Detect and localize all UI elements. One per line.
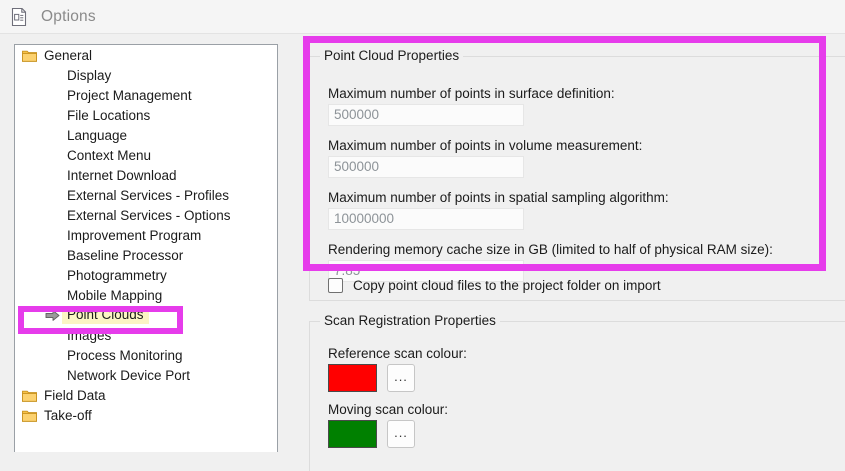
max-points-volume-input[interactable]: 500000 <box>328 156 524 178</box>
tree-item-label: Images <box>67 327 112 343</box>
max-points-spatial-sampling-label: Maximum number of points in spatial samp… <box>328 190 669 205</box>
reference-scan-colour-label: Reference scan colour: <box>328 346 467 361</box>
tree-item-label: Context Menu <box>67 147 152 163</box>
reference-scan-colour-picker-button[interactable]: ... <box>387 364 415 392</box>
tree-item-improvement-program[interactable]: Improvement Program <box>15 225 277 245</box>
tree-item-label: External Services - Profiles <box>67 187 230 203</box>
scan-registration-properties-group: Scan Registration Properties <box>309 313 845 471</box>
tree-item-label: Improvement Program <box>67 227 202 243</box>
render-memory-cache-label: Rendering memory cache size in GB (limit… <box>328 242 773 257</box>
tree-item-context-menu[interactable]: Context Menu <box>15 145 277 165</box>
reference-scan-colour-swatch[interactable] <box>328 364 377 392</box>
tree-item-label: Process Monitoring <box>67 347 183 363</box>
tree-item-file-locations[interactable]: File Locations <box>15 105 277 125</box>
max-points-surface-input[interactable]: 500000 <box>328 104 524 126</box>
copy-point-cloud-files-label: Copy point cloud files to the project fo… <box>353 278 661 293</box>
tree-item-label: Photogrammetry <box>67 267 167 283</box>
moving-scan-colour-picker-button[interactable]: ... <box>387 420 415 448</box>
tree-item-label: Mobile Mapping <box>67 287 163 303</box>
tree-item-display[interactable]: Display <box>15 65 277 85</box>
tree-item-project-management[interactable]: Project Management <box>15 85 277 105</box>
folder-icon <box>19 409 39 422</box>
window-title-bar: Options <box>0 0 845 34</box>
tree-item-external-services-profiles[interactable]: External Services - Profiles <box>15 185 277 205</box>
max-points-spatial-sampling-input[interactable]: 10000000 <box>328 208 524 230</box>
tree-item-label: Language <box>67 127 128 143</box>
tree-item-language[interactable]: Language <box>15 125 277 145</box>
tree-item-field-data[interactable]: Field Data <box>15 385 277 405</box>
options-content-pane: Point Cloud Properties Maximum number of… <box>292 34 845 471</box>
options-category-tree[interactable]: General Display Project Management File Loc… <box>14 44 278 452</box>
tree-item-label: Field Data <box>44 387 106 403</box>
folder-icon <box>19 49 39 62</box>
options-document-icon <box>11 7 27 26</box>
tree-item-label: Network Device Port <box>67 367 191 383</box>
tree-item-baseline-processor[interactable]: Baseline Processor <box>15 245 277 265</box>
tree-item-label: Baseline Processor <box>67 247 184 263</box>
tree-item-label: Point Clouds <box>62 306 149 324</box>
tree-item-images[interactable]: Images <box>15 325 277 345</box>
tree-item-label: Take-off <box>44 407 92 423</box>
tree-item-mobile-mapping[interactable]: Mobile Mapping <box>15 285 277 305</box>
point-cloud-properties-title: Point Cloud Properties <box>320 48 464 63</box>
window-title: Options <box>41 7 96 25</box>
copy-point-cloud-files-checkbox[interactable] <box>328 278 343 293</box>
max-points-surface-label: Maximum number of points in surface defi… <box>328 86 615 101</box>
tree-item-internet-download[interactable]: Internet Download <box>15 165 277 185</box>
scan-registration-properties-title: Scan Registration Properties <box>320 313 500 328</box>
tree-item-external-services-options[interactable]: External Services - Options <box>15 205 277 225</box>
tree-item-network-device-port[interactable]: Network Device Port <box>15 365 277 385</box>
copy-point-cloud-files-checkbox-row[interactable]: Copy point cloud files to the project fo… <box>328 278 661 293</box>
folder-icon <box>19 389 39 402</box>
tree-item-take-off[interactable]: Take-off <box>15 405 277 425</box>
moving-scan-colour-swatch[interactable] <box>328 420 377 448</box>
tree-item-label: Display <box>67 67 112 83</box>
arrow-right-icon <box>42 309 62 322</box>
moving-scan-colour-label: Moving scan colour: <box>328 402 449 417</box>
tree-item-label: External Services - Options <box>67 207 231 223</box>
max-points-volume-label: Maximum number of points in volume measu… <box>328 138 643 153</box>
tree-item-general[interactable]: General <box>15 45 277 65</box>
tree-item-label: Project Management <box>67 87 192 103</box>
tree-item-label: Internet Download <box>67 167 177 183</box>
tree-item-label: General <box>44 47 93 63</box>
tree-item-photogrammetry[interactable]: Photogrammetry <box>15 265 277 285</box>
tree-item-process-monitoring[interactable]: Process Monitoring <box>15 345 277 365</box>
tree-item-label: File Locations <box>67 107 151 123</box>
tree-item-point-clouds[interactable]: Point Clouds <box>15 305 277 325</box>
